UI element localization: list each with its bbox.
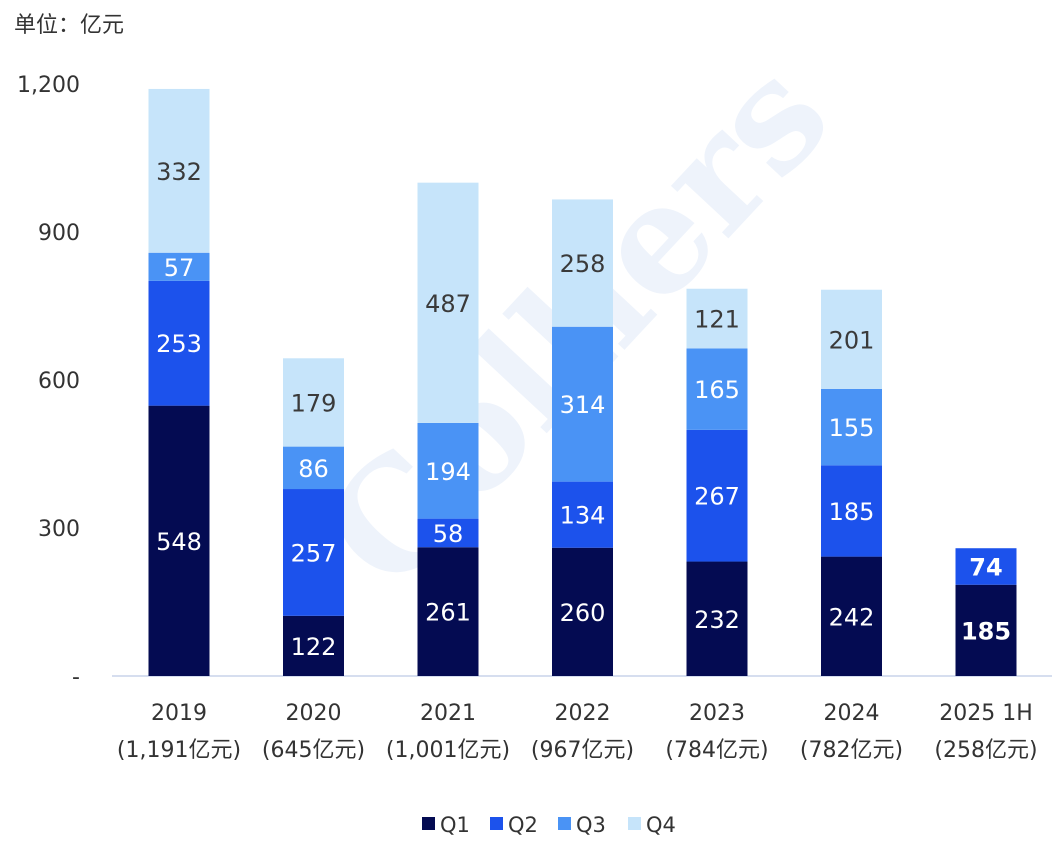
bar-segment	[686, 561, 748, 676]
bar-value-label: 201	[829, 326, 875, 354]
x-tick-sublabel: (645亿元)	[262, 738, 365, 763]
x-tick-sublabel: (258亿元)	[934, 738, 1037, 763]
legend-swatch	[628, 817, 641, 830]
x-tick-sublabel: (1,191亿元)	[117, 738, 241, 763]
bar-value-label: 267	[694, 483, 740, 511]
y-axis: - 300 600 900 1,200	[17, 73, 80, 690]
x-tick-sublabel: (784亿元)	[665, 738, 768, 763]
bar-segment	[148, 280, 210, 406]
bar-segment	[417, 422, 479, 519]
bar-value-label: 185	[961, 617, 1011, 645]
bar-value-label: 258	[560, 250, 606, 278]
bar-value-label: 487	[425, 290, 471, 318]
x-tick-label: 2020	[286, 701, 342, 726]
bar-value-label: 58	[433, 520, 464, 548]
x-tick-sublabel: (967亿元)	[531, 738, 634, 763]
bar-value-label: 57	[164, 254, 195, 282]
y-tick-label: 900	[38, 221, 80, 246]
bar-segment	[283, 489, 344, 616]
legend-label: Q1	[440, 813, 470, 837]
bar-segment	[283, 358, 344, 447]
x-tick-label: 2023	[689, 701, 745, 726]
bar-segment	[148, 88, 210, 253]
bar-value-label: 121	[694, 306, 740, 334]
bar-segment	[283, 446, 344, 490]
bar-segment	[821, 388, 882, 466]
y-tick-label: -	[72, 665, 80, 690]
bar-value-label: 332	[156, 158, 202, 186]
y-tick-label: 300	[38, 517, 80, 542]
bar-segment	[417, 182, 479, 423]
x-axis: 2019 (1,191亿元) 2020 (645亿元) 2021 (1,001亿元) 202…	[117, 701, 1038, 763]
x-tick-sublabel: (1,001亿元)	[386, 738, 510, 763]
bar-value-label: 260	[560, 599, 606, 627]
bars: 548 253 57 332 122 257 86 179 261 58 194 487 260 134 3…	[148, 88, 1017, 676]
x-tick-label: 2024	[824, 701, 880, 726]
bar-value-label: 134	[560, 502, 606, 530]
x-tick-label: 2022	[555, 701, 611, 726]
bar-segment	[686, 348, 748, 430]
bar-segment	[417, 518, 479, 548]
x-tick-sublabel: (782亿元)	[800, 738, 903, 763]
bar-value-label: 179	[291, 389, 337, 417]
bar-segment	[283, 615, 344, 676]
bar-segment	[552, 481, 613, 548]
bar-value-label: 194	[425, 458, 471, 486]
bar-segment	[821, 556, 882, 676]
bar-segment	[552, 199, 613, 327]
x-tick-label: 2019	[151, 701, 207, 726]
bar-value-label: 122	[291, 633, 337, 661]
bar-value-label: 165	[694, 376, 740, 404]
bar-value-label: 74	[969, 553, 1002, 581]
bar-segment	[552, 547, 613, 676]
legend-label: Q3	[576, 813, 606, 837]
y-tick-label: 1,200	[17, 73, 80, 98]
bar-value-label: 253	[156, 330, 202, 358]
x-tick-label: 2025 1H	[939, 701, 1033, 726]
bar-segment	[552, 326, 613, 482]
bar-value-label: 314	[560, 391, 606, 419]
bar-segment	[821, 465, 882, 557]
legend-swatch	[558, 817, 571, 830]
bar-segment	[955, 584, 1017, 676]
bar-segment	[148, 405, 210, 676]
bar-value-label: 232	[694, 606, 740, 634]
legend: Q1 Q2 Q3 Q4	[422, 813, 676, 837]
bar-segment	[686, 288, 748, 349]
bar-segment	[955, 548, 1017, 585]
bar-value-label: 86	[298, 455, 329, 483]
bar-segment	[417, 547, 479, 676]
legend-label: Q4	[646, 813, 676, 837]
legend-label: Q2	[508, 813, 538, 837]
bar-segment	[148, 252, 210, 281]
bar-value-label: 257	[291, 539, 337, 567]
bar-value-label: 548	[156, 528, 202, 556]
legend-swatch	[490, 817, 503, 830]
y-tick-label: 600	[38, 369, 80, 394]
x-tick-label: 2021	[420, 701, 476, 726]
bar-value-label: 155	[829, 414, 875, 442]
unit-label: 单位：亿元	[14, 13, 124, 38]
bar-value-label: 242	[829, 603, 875, 631]
bar-segment	[686, 429, 748, 562]
bar-value-label: 185	[829, 498, 875, 526]
legend-swatch	[422, 817, 435, 830]
bar-value-label: 261	[425, 599, 471, 627]
bar-segment	[821, 289, 882, 389]
